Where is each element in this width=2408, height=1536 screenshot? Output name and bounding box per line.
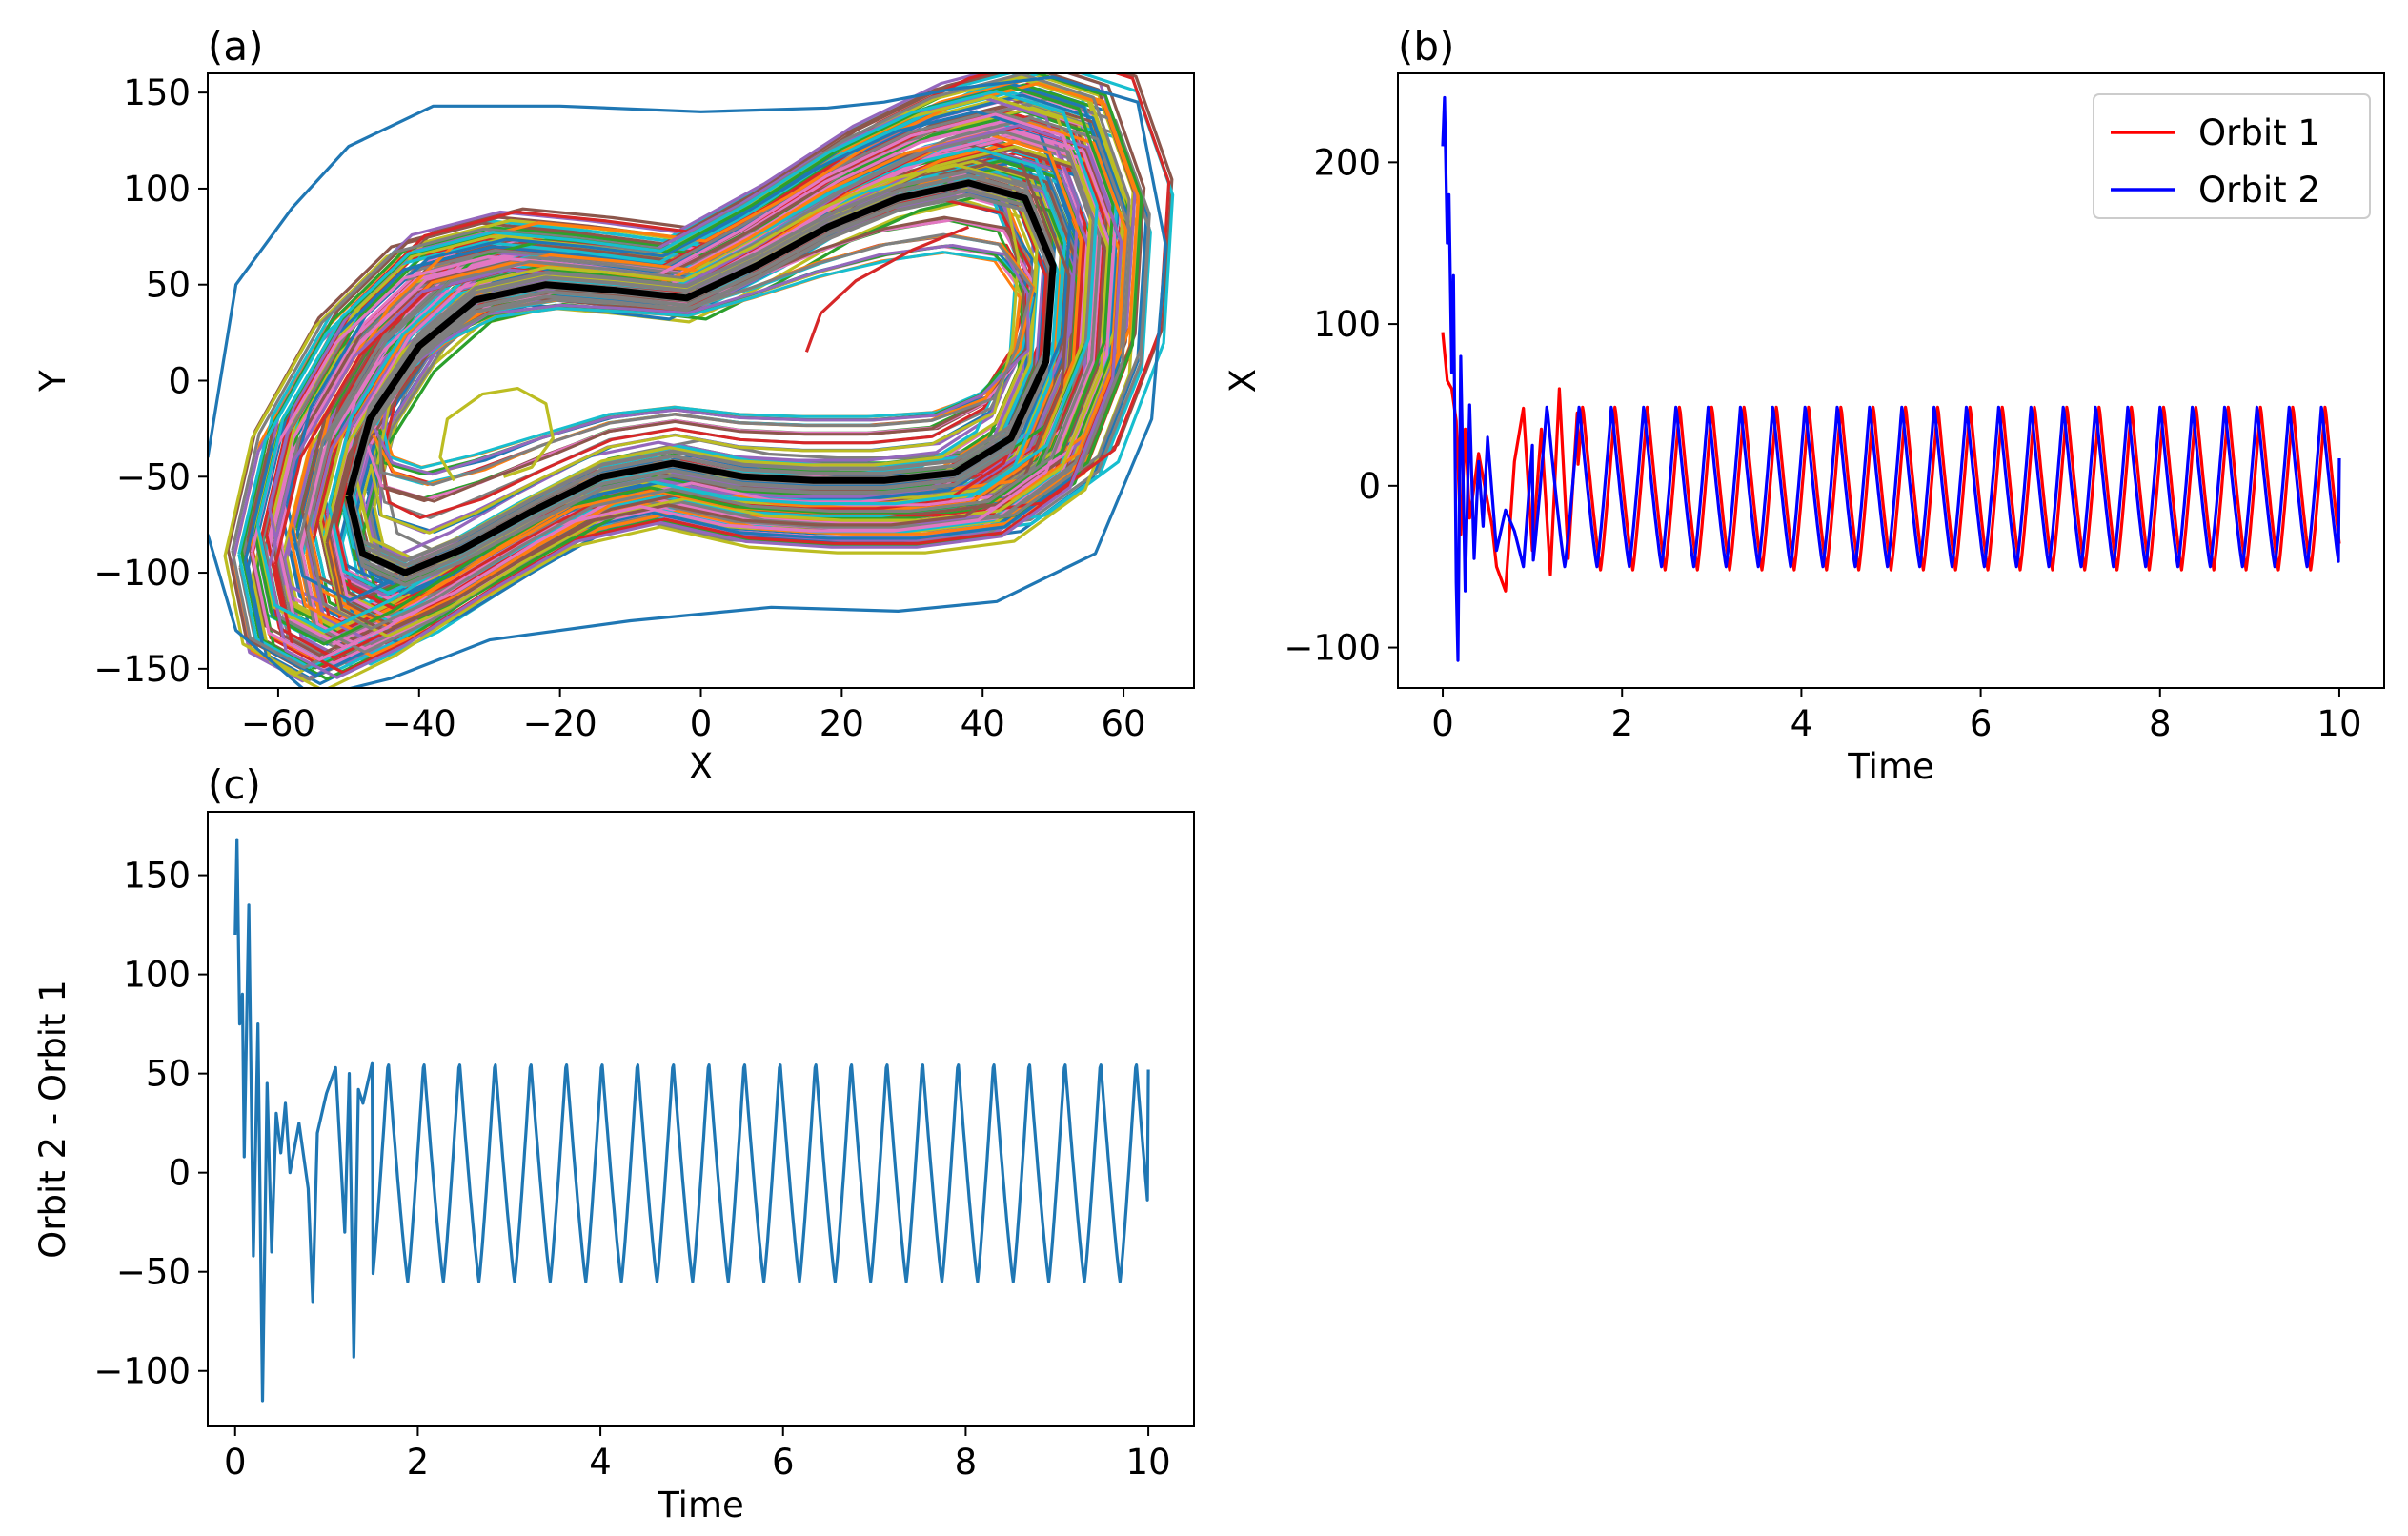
periodic-orbit-line	[345, 179, 1057, 576]
x-tick-label: 2	[1610, 703, 1633, 744]
trajectory-line	[369, 183, 1021, 535]
series-line	[233, 838, 1150, 1403]
plot-area	[233, 838, 1150, 1403]
legend-label: Orbit 1	[2198, 112, 2320, 153]
trajectory-line	[306, 131, 1102, 631]
x-tick-label: 0	[224, 1442, 247, 1483]
y-tick-label: −50	[116, 1252, 191, 1293]
panel-label: (c)	[208, 761, 261, 808]
trajectory-line	[804, 225, 970, 353]
y-tick-label: 100	[123, 169, 191, 210]
x-tick-label: 60	[1102, 703, 1146, 744]
trajectory-line	[325, 179, 1071, 634]
x-tick-label: 2	[407, 1442, 430, 1483]
y-tick-label: −100	[93, 1351, 191, 1392]
plot-area	[208, 73, 1175, 688]
y-tick-label: −100	[1284, 628, 1381, 669]
panel-a: −60 −40 −20 0 20 40 60 −150 −100 −50 0 50 100 150 X Y (a…	[32, 23, 1195, 787]
y-axis-label: X	[1223, 369, 1264, 393]
y-tick-label: −50	[116, 456, 191, 497]
y-tick-label: −100	[93, 553, 191, 594]
x-tick-label: 0	[690, 703, 713, 744]
y-tick-label: 150	[123, 72, 191, 113]
y-tick-label: 200	[1313, 142, 1381, 183]
y-axis-label: Y	[32, 370, 73, 393]
panel-label: (b)	[1398, 23, 1454, 70]
y-tick-label: 0	[168, 1153, 191, 1194]
y-tick-label: 50	[146, 265, 191, 306]
axes-frame	[207, 811, 1195, 1427]
x-axis-label: Time	[657, 1485, 744, 1526]
trajectory-line	[304, 81, 1140, 619]
x-axis-label: Time	[1847, 746, 1934, 787]
x-tick-label: 8	[955, 1442, 978, 1483]
series-line	[1441, 95, 2341, 662]
x-tick-label: −60	[241, 703, 315, 744]
axes-frame	[207, 72, 1195, 689]
y-tick-label: 50	[146, 1054, 191, 1095]
panel-b: 0 2 4 6 8 10 −100 0 100 200 Time X (b) Orbit 1 Orbit 2	[1223, 23, 2385, 787]
trajectory-line	[267, 124, 1123, 679]
y-tick-label: 150	[123, 856, 191, 897]
panel-label: (a)	[208, 23, 264, 70]
trajectory-line	[208, 75, 1168, 688]
axes-frame	[1397, 72, 2385, 689]
legend-box	[2093, 93, 2371, 219]
x-tick-label: 4	[589, 1442, 612, 1483]
y-axis-label: Orbit 2 - Orbit 1	[32, 980, 73, 1259]
x-tick-label: −20	[523, 703, 597, 744]
legend: Orbit 1 Orbit 2	[2093, 93, 2371, 219]
series-line	[1441, 332, 2341, 593]
x-tick-label: 6	[1970, 703, 1993, 744]
x-tick-label: 10	[2317, 703, 2361, 744]
y-tick-label: 100	[1313, 304, 1381, 345]
legend-label: Orbit 2	[2198, 170, 2320, 211]
x-tick-label: 20	[820, 703, 864, 744]
x-tick-label: −40	[382, 703, 456, 744]
x-tick-label: 40	[961, 703, 1005, 744]
panel-c: 0 2 4 6 8 10 −100 −50 0 50 100 150 Time Orbit 2 - Orb…	[32, 761, 1195, 1526]
x-tick-label: 10	[1126, 1442, 1171, 1483]
x-tick-label: 0	[1431, 703, 1454, 744]
y-tick-label: 0	[1358, 466, 1381, 507]
y-tick-label: 100	[123, 955, 191, 996]
y-tick-label: 0	[168, 361, 191, 402]
y-tick-label: −150	[93, 649, 191, 690]
plot-area	[1441, 95, 2341, 662]
x-axis-label: X	[689, 746, 713, 787]
x-tick-label: 6	[772, 1442, 795, 1483]
trajectory-line	[324, 121, 1128, 630]
x-tick-label: 4	[1791, 703, 1813, 744]
trajectory-line	[438, 387, 555, 482]
trajectory-line	[367, 232, 1034, 487]
x-tick-label: 8	[2149, 703, 2172, 744]
